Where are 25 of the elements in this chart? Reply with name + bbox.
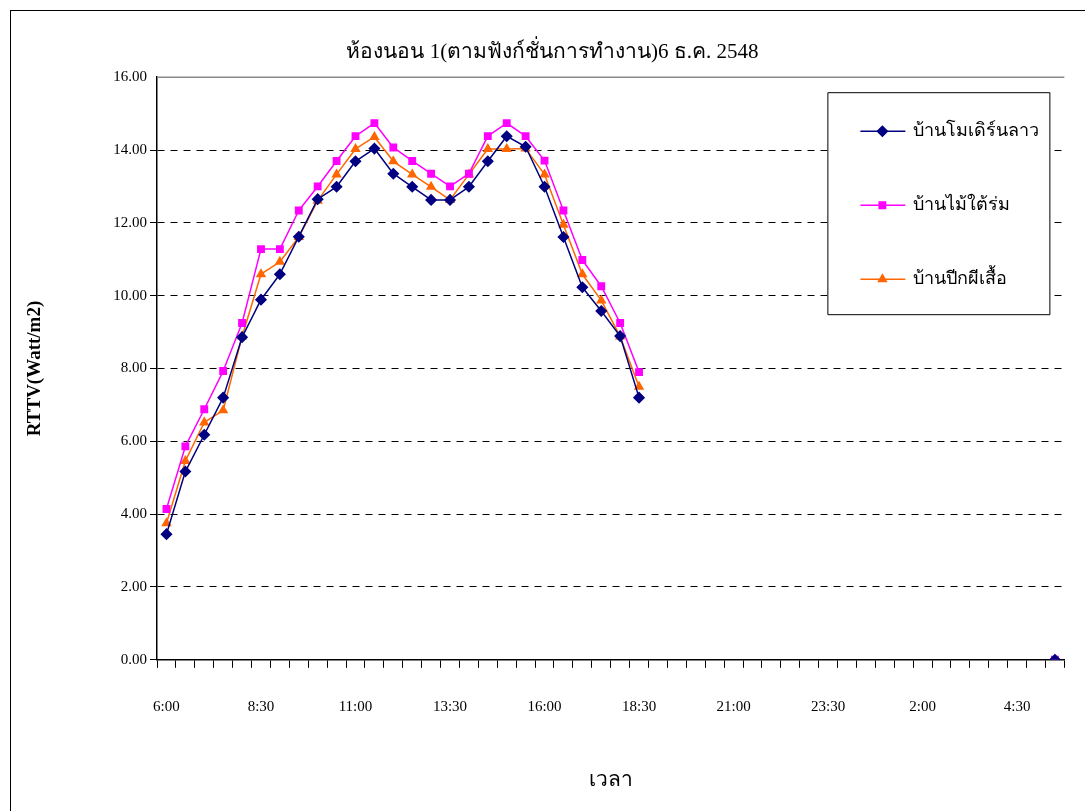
y-tick-label: 0.00 <box>120 650 147 667</box>
x-tick-label: 11:00 <box>338 697 373 714</box>
legend-label: บ้านไม้ใต้ร่ม <box>913 192 1011 214</box>
x-axis-title: เวลา <box>588 766 633 791</box>
legend-label: บ้านโมเดิร์นลาว <box>913 118 1040 140</box>
y-tick-label: 4.00 <box>120 505 147 522</box>
y-tick-label: 10.00 <box>113 286 147 303</box>
x-tick-label: 4:30 <box>1003 697 1031 714</box>
y-tick-label: 14.00 <box>113 140 147 157</box>
legend-label: บ้านปีกผีเสื้อ <box>913 264 1008 288</box>
x-tick-label: 23:30 <box>811 697 846 714</box>
y-tick-label: 6.00 <box>120 432 147 449</box>
y-tick-label: 16.00 <box>113 68 147 85</box>
chart-title: ห้องนอน 1(ตามฟังก์ชั่นการทำงาน)6 ธ.ค. 2548 <box>346 36 759 64</box>
x-tick-label: 21:00 <box>716 697 751 714</box>
x-tick-label: 2:00 <box>909 697 936 714</box>
x-tick-label: 8:30 <box>247 697 275 714</box>
x-tick-label: 6:00 <box>153 697 180 714</box>
x-tick-label: 16:00 <box>527 697 562 714</box>
x-tick-label: 13:30 <box>432 697 468 714</box>
y-tick-label: 2.00 <box>120 577 147 594</box>
y-tick-label: 12.00 <box>113 213 147 230</box>
x-tick-label: 18:30 <box>621 697 657 714</box>
y-axis-title: RTTV(Watt/m2) <box>23 300 46 437</box>
y-tick-label: 8.00 <box>120 359 147 376</box>
